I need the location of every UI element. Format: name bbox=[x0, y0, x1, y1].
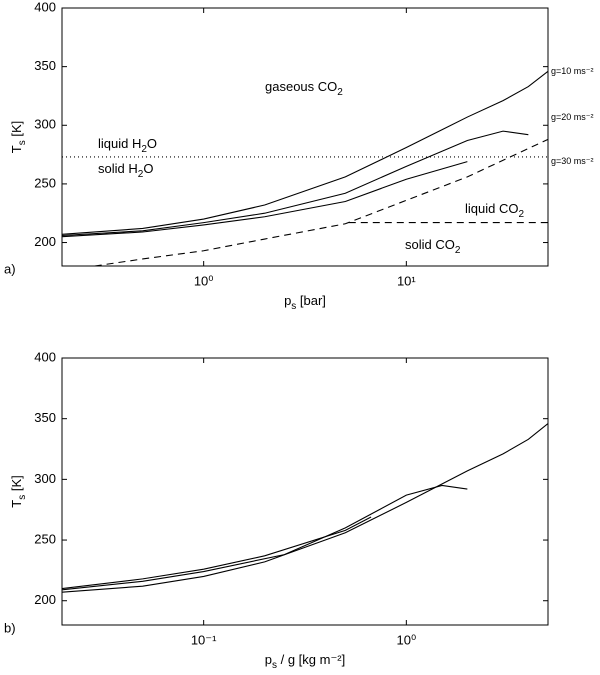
annotation: liquid CO2 bbox=[465, 201, 524, 219]
y-axis-label-part: T bbox=[9, 145, 24, 153]
y-tick-label: 400 bbox=[34, 349, 56, 364]
x-tick-label: 10⁻¹ bbox=[191, 632, 217, 647]
y-axis-label-part: s bbox=[17, 140, 28, 145]
annotation: solid H2O bbox=[98, 161, 153, 179]
y-tick-label: 200 bbox=[34, 592, 56, 607]
y-tick-label: 400 bbox=[34, 0, 56, 14]
annotation: gaseous CO2 bbox=[265, 79, 343, 97]
y-tick-label: 250 bbox=[34, 531, 56, 546]
y-tick-label: 250 bbox=[34, 175, 56, 190]
annotation: liquid H2O bbox=[98, 136, 157, 154]
axes-box bbox=[61, 357, 549, 626]
annotation-part: O bbox=[143, 161, 153, 176]
annotation: g=30 ms⁻² bbox=[551, 156, 594, 166]
y-axis-label-part: [K] bbox=[9, 475, 24, 495]
x-axis-label-part: p bbox=[284, 293, 291, 308]
annotation: solid CO2 bbox=[405, 237, 461, 255]
annotation-part: 2 bbox=[337, 87, 343, 98]
x-axis-label-part: s bbox=[291, 301, 296, 312]
x-axis-label-part: [bar] bbox=[296, 293, 326, 308]
annotation-part: 2 bbox=[455, 245, 461, 256]
y-tick-label: 350 bbox=[34, 58, 56, 73]
y-tick-label: 200 bbox=[34, 234, 56, 249]
annotation-part: gaseous CO bbox=[265, 79, 337, 94]
x-axis-label-part: p bbox=[265, 652, 272, 667]
annotation-part: 2 bbox=[141, 144, 147, 155]
y-axis-label-part: s bbox=[17, 495, 28, 500]
annotation-part: g=30 ms⁻² bbox=[551, 156, 594, 166]
y-tick-label: 300 bbox=[34, 471, 56, 486]
x-tick-label: 10⁰ bbox=[194, 273, 214, 288]
y-tick-label: 300 bbox=[34, 117, 56, 132]
series-line bbox=[62, 130, 529, 237]
annotation-part: 2 bbox=[518, 209, 524, 220]
y-axis-label: Ts [K] bbox=[9, 121, 27, 153]
series-line bbox=[94, 138, 548, 266]
series-line bbox=[62, 70, 548, 235]
series-line bbox=[62, 161, 468, 238]
x-tick-label: 10⁰ bbox=[397, 632, 417, 647]
x-tick-label: 10¹ bbox=[397, 273, 416, 288]
annotation-part: solid H bbox=[98, 161, 138, 176]
x-axis-label-part: / g [kg m⁻²] bbox=[277, 652, 345, 667]
series-line bbox=[62, 423, 548, 593]
annotation-part: 2 bbox=[138, 169, 144, 180]
series-line bbox=[62, 516, 372, 590]
series-line bbox=[62, 484, 468, 591]
y-axis-label-part: T bbox=[9, 500, 24, 508]
annotation-part: g=20 ms⁻² bbox=[551, 112, 594, 122]
annotation-part: g=10 ms⁻² bbox=[551, 66, 594, 76]
x-axis-label-part: s bbox=[272, 660, 277, 671]
annotation-part: solid CO bbox=[405, 237, 455, 252]
x-axis-label: ps / g [kg m⁻²] bbox=[265, 652, 346, 670]
annotation-part: liquid CO bbox=[465, 201, 518, 216]
annotation: g=20 ms⁻² bbox=[551, 112, 594, 122]
axes-box bbox=[61, 7, 549, 267]
x-axis-label: ps [bar] bbox=[284, 293, 326, 311]
annotation: g=10 ms⁻² bbox=[551, 66, 594, 76]
panel-label: a) bbox=[4, 261, 16, 276]
y-tick-label: 350 bbox=[34, 410, 56, 425]
y-axis-label-part: [K] bbox=[9, 121, 24, 141]
panel-label: b) bbox=[4, 620, 16, 635]
annotation-part: O bbox=[147, 136, 157, 151]
annotation-part: liquid H bbox=[98, 136, 141, 151]
y-axis-label: Ts [K] bbox=[9, 475, 27, 507]
